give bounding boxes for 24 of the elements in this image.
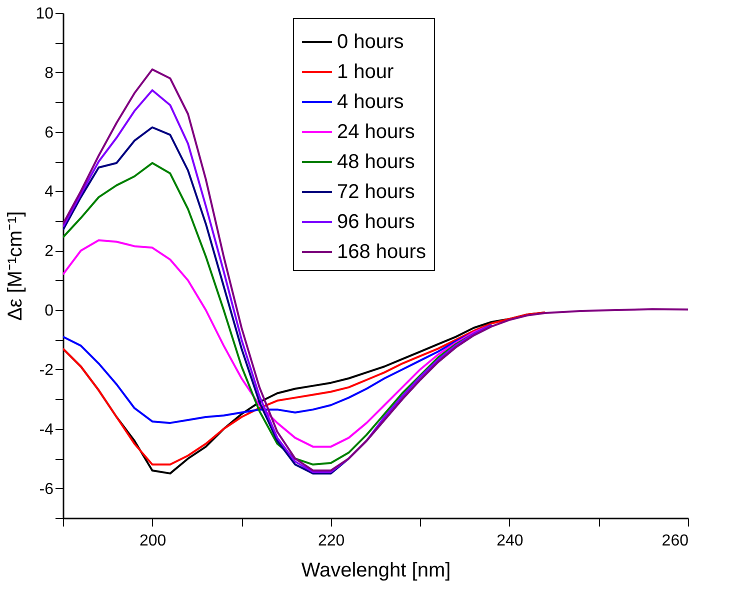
- legend-label: 72 hours: [337, 181, 415, 203]
- y-tick-label: 6: [44, 124, 54, 142]
- y-tick-label: -2: [39, 362, 54, 379]
- x-axis-title: Wavelenght [nm]: [301, 560, 451, 582]
- x-tick-label: 260: [662, 532, 689, 550]
- y-tick-label: 0: [44, 302, 54, 320]
- y-tick-label: -4: [39, 421, 54, 438]
- x-tick-label: 200: [139, 532, 166, 550]
- legend-label: 96 hours: [337, 211, 415, 233]
- legend-label: 24 hours: [337, 121, 415, 143]
- line-series: [63, 239, 493, 448]
- y-axis-title: Δε [M⁻¹cm⁻¹]: [4, 211, 27, 321]
- y-tick-label: 8: [44, 64, 54, 82]
- x-tick-label: 240: [496, 532, 524, 550]
- y-tick-label: -6: [39, 480, 54, 498]
- y-tick-label: 4: [44, 184, 54, 201]
- y-tick-label: 2: [44, 243, 54, 260]
- legend-label: 0 hours: [337, 31, 404, 53]
- legend-label: 4 hours: [337, 91, 404, 113]
- y-tick-label: 10: [36, 6, 54, 22]
- legend-label: 48 hours: [337, 151, 415, 173]
- x-tick-label: 220: [318, 532, 345, 550]
- legend-label: 1 hour: [337, 61, 394, 83]
- legend-label: 168 hours: [337, 241, 426, 263]
